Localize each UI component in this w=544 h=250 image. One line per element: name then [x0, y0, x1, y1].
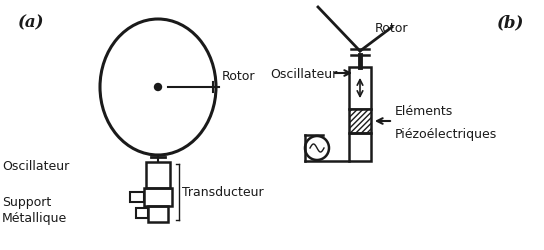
Bar — [144, 188, 172, 206]
Text: Oscillateur: Oscillateur — [2, 159, 69, 172]
Bar — [146, 162, 170, 188]
Text: (b): (b) — [497, 14, 524, 31]
Text: Rotor: Rotor — [375, 22, 409, 35]
Text: (a): (a) — [18, 14, 45, 31]
Text: Support: Support — [2, 196, 51, 209]
Bar — [136, 208, 148, 218]
Bar — [349, 110, 371, 134]
Bar — [349, 134, 371, 161]
Text: Transducteur: Transducteur — [182, 186, 264, 199]
Text: Piézoélectriques: Piézoélectriques — [395, 128, 497, 140]
Bar — [148, 206, 168, 222]
Bar — [349, 68, 371, 110]
Circle shape — [154, 84, 162, 91]
Text: Oscillateur: Oscillateur — [270, 67, 337, 80]
Bar — [130, 192, 144, 202]
Text: Métallique: Métallique — [2, 212, 67, 224]
Text: Eléments: Eléments — [395, 104, 453, 118]
Text: Rotor: Rotor — [222, 70, 256, 83]
